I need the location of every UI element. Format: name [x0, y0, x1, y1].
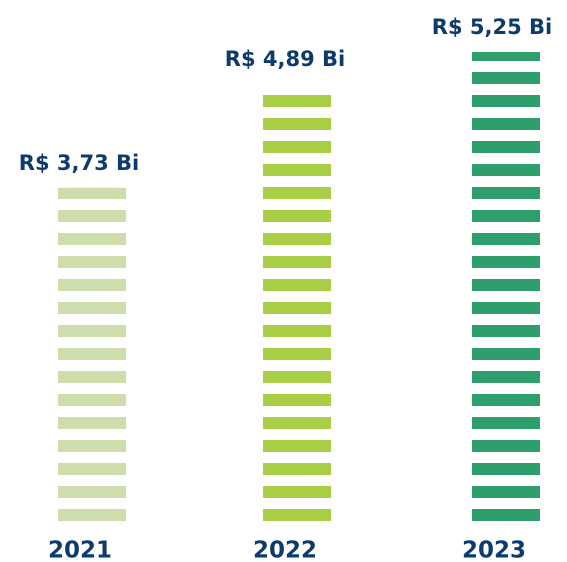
x-tick-label: 2022	[253, 538, 317, 562]
value-label: R$ 5,25 Bi	[432, 15, 552, 39]
bar	[472, 52, 540, 521]
x-tick-label: 2021	[48, 538, 112, 562]
x-tick-label: 2023	[462, 538, 526, 562]
value-label: R$ 4,89 Bi	[225, 47, 345, 71]
bar	[263, 84, 331, 521]
value-label: R$ 3,73 Bi	[19, 151, 139, 175]
bar	[58, 187, 126, 521]
